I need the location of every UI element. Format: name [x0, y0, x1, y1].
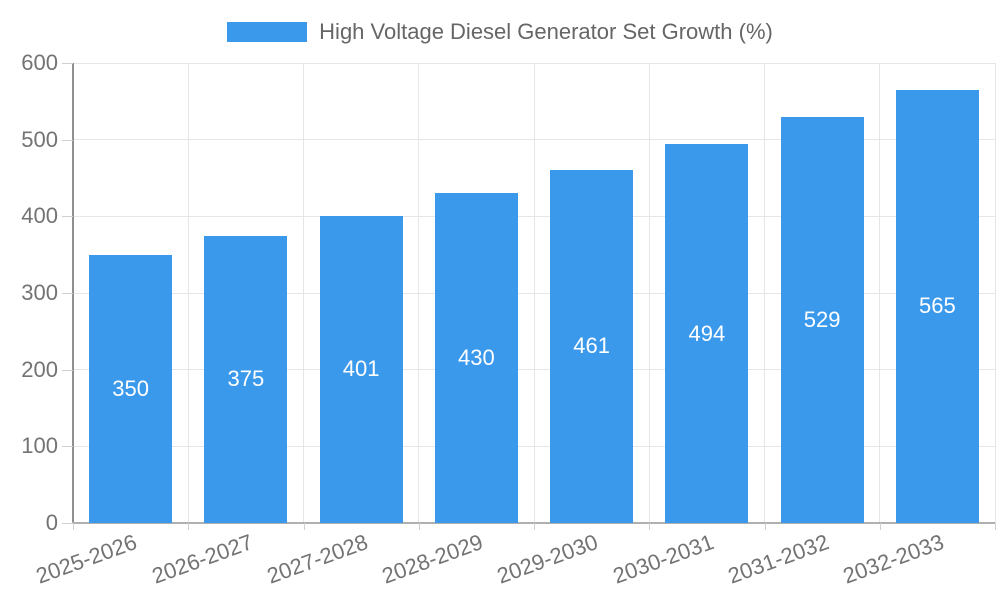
- x-tick-label: 2027-2028: [263, 529, 371, 589]
- legend-label[interactable]: High Voltage Diesel Generator Set Growth…: [319, 19, 773, 44]
- bar[interactable]: 494: [665, 144, 749, 523]
- bar[interactable]: 350: [89, 254, 173, 523]
- v-gridline: [994, 63, 996, 523]
- bar[interactable]: 401: [319, 215, 403, 523]
- y-tick-label: 300: [21, 280, 58, 305]
- bar-value-label: 529: [803, 307, 841, 333]
- y-tick-label: 500: [21, 126, 58, 152]
- x-axis-tick: [418, 523, 420, 530]
- legend-swatch[interactable]: [227, 22, 308, 42]
- y-tick-label: 0: [45, 510, 58, 535]
- y-axis-tick: [62, 293, 73, 294]
- bar-value-label: 430: [458, 345, 495, 371]
- v-gridline: [764, 63, 765, 523]
- bar-value-label: 461: [573, 333, 610, 359]
- y-tick-label: 200: [21, 356, 58, 382]
- y-axis-tick: [62, 446, 73, 448]
- bar[interactable]: 430: [434, 193, 518, 523]
- v-gridline: [303, 63, 304, 523]
- x-axis-tick: [73, 523, 74, 530]
- bar-value-label: 565: [919, 293, 956, 319]
- x-tick-label: 2031-2032: [724, 529, 832, 589]
- x-axis-tick: [879, 523, 881, 530]
- v-gridline: [648, 63, 650, 523]
- y-axis-line: [72, 63, 74, 523]
- x-axis-tick: [764, 523, 766, 530]
- x-tick-label: 2028-2029: [378, 529, 487, 589]
- x-axis-tick: [995, 523, 996, 530]
- x-axis-tick: [649, 523, 651, 530]
- bar[interactable]: 565: [895, 89, 979, 523]
- y-axis-tick: [62, 523, 73, 524]
- y-tick-label: 400: [21, 203, 58, 229]
- y-axis-tick: [62, 369, 73, 371]
- y-axis-tick: [62, 139, 73, 141]
- bar-value-label: 350: [112, 375, 149, 401]
- x-tick-label: 2029-2030: [494, 529, 602, 589]
- x-axis-tick: [303, 523, 305, 530]
- v-gridline: [879, 63, 881, 523]
- x-axis-line: [72, 522, 995, 524]
- x-axis-tick: [188, 523, 190, 530]
- y-tick-label: 600: [21, 50, 58, 75]
- bar[interactable]: 375: [204, 235, 288, 523]
- bar-value-label: 375: [227, 366, 265, 392]
- x-tick-label: 2026-2027: [148, 529, 256, 589]
- bar[interactable]: 461: [550, 169, 634, 523]
- y-axis-tick: [62, 63, 73, 64]
- y-tick-label: 100: [21, 433, 58, 459]
- v-gridline: [187, 63, 189, 523]
- x-axis-tick: [534, 523, 535, 530]
- v-gridline: [533, 63, 535, 523]
- x-tick-label: 2032-2033: [839, 529, 948, 589]
- v-gridline: [418, 63, 420, 523]
- y-axis-tick: [62, 216, 73, 218]
- bar-value-label: 494: [688, 320, 726, 346]
- bar[interactable]: 529: [780, 117, 864, 523]
- x-tick-label: 2025-2026: [33, 529, 141, 589]
- bar-value-label: 401: [342, 356, 380, 382]
- plot-area: 350 375 401 430 461 494 529 565: [72, 62, 996, 524]
- legend: High Voltage Diesel Generator Set Growth…: [0, 16, 1000, 48]
- x-tick-label: 2030-2031: [609, 529, 717, 589]
